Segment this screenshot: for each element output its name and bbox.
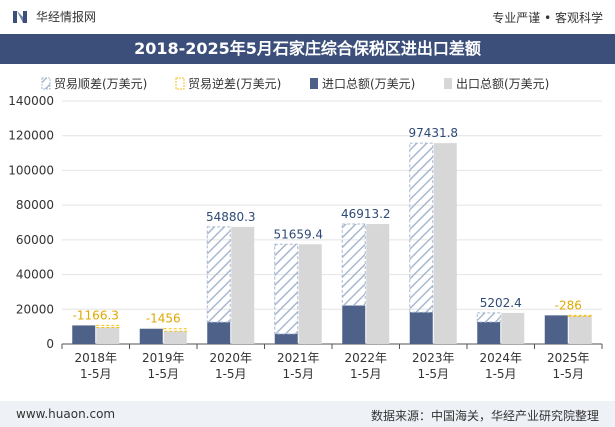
y-tick-label: 0	[46, 337, 54, 351]
x-tick-label: 2018年	[74, 351, 117, 365]
export-bar	[96, 327, 120, 344]
trade-surplus-bar	[341, 223, 366, 306]
legend: 贸易顺差(万美元) 贸易逆差(万美元) 进口总额(万美元) 出口总额(万美元)	[41, 76, 549, 91]
x-tick-label: 1-5月	[350, 367, 382, 381]
brand: 华经情报网	[12, 8, 96, 25]
legend-swatch-surplus	[41, 77, 51, 90]
trade-surplus-bar	[206, 226, 231, 323]
huajing-logo-icon	[13, 10, 27, 23]
footer: www.huaon.com 数据来源：中国海关，华经产业研究院整理	[0, 401, 615, 427]
legend-label: 贸易顺差(万美元)	[54, 77, 147, 91]
y-tick-label: 40000	[16, 268, 54, 282]
chart-area: 贸易顺差(万美元) 贸易逆差(万美元) 进口总额(万美元) 出口总额(万美元) 0 20…	[8, 76, 603, 381]
export-bar	[501, 312, 525, 344]
chart-title: 2018-2025年5月石家庄综合保税区进出口差额	[0, 34, 615, 64]
trade-surplus-bar	[409, 142, 434, 313]
x-tick-label: 1-5月	[552, 367, 584, 381]
x-tick-label: 2024年	[479, 351, 522, 365]
trade-surplus-bar	[476, 312, 501, 323]
brand-name: 华经情报网	[36, 10, 97, 24]
data-label: 51659.4	[273, 227, 323, 241]
y-tick-label: 140000	[8, 94, 54, 108]
import-bar	[274, 333, 298, 344]
import-bar	[409, 312, 433, 344]
x-tick-label: 2019年	[142, 351, 185, 365]
export-bar	[298, 244, 322, 344]
y-gridlines	[62, 100, 602, 345]
x-tick-label: 1-5月	[80, 367, 112, 381]
import-bar	[207, 322, 231, 344]
export-bar	[433, 143, 457, 344]
x-tick-label: 1-5月	[147, 367, 179, 381]
legend-swatch-import	[310, 78, 318, 89]
x-tick-label: 2020年	[209, 351, 252, 365]
y-tick-label: 80000	[16, 198, 54, 212]
trade-deficit-bar	[568, 314, 593, 317]
x-tick-label: 1-5月	[215, 367, 247, 381]
footer-url: www.huaon.com	[16, 407, 116, 421]
legend-swatch-deficit	[175, 77, 185, 90]
export-bar	[163, 331, 187, 344]
trade-deficit-bar	[95, 324, 120, 328]
data-label: -1166.3	[73, 308, 119, 322]
legend-label: 进口总额(万美元)	[322, 77, 415, 91]
data-label: 5202.4	[480, 296, 522, 310]
data-label: 46913.2	[341, 207, 391, 221]
export-bar	[231, 226, 255, 344]
data-label: -286	[555, 298, 582, 312]
x-axis: 2018年 1-5月 2019年 1-5月 2020年 1-5月 2021年 1-5月 2022…	[61, 344, 603, 381]
export-bar	[568, 315, 592, 344]
import-bar	[342, 305, 366, 344]
legend-label: 贸易逆差(万美元)	[188, 76, 281, 91]
x-tick-label: 1-5月	[485, 367, 517, 381]
y-tick-label: 60000	[16, 233, 54, 247]
x-tick-label: 2023年	[412, 351, 455, 365]
data-label: -1456	[146, 312, 181, 326]
legend-label: 出口总额(万美元)	[456, 77, 549, 91]
y-tick-label: 120000	[8, 129, 54, 143]
import-bar	[544, 315, 568, 344]
x-tick-label: 2025年	[547, 351, 590, 365]
import-bar	[477, 321, 501, 344]
trade-surplus-bar	[274, 243, 299, 335]
data-label: 54880.3	[206, 210, 256, 224]
y-tick-label: 100000	[8, 163, 54, 177]
legend-swatch-export	[444, 78, 452, 89]
data-label: 97431.8	[408, 126, 458, 140]
top-bar: 华经情报网 专业严谨 • 客观科学	[0, 0, 615, 34]
tagline: 专业严谨 • 客观科学	[492, 11, 603, 25]
x-tick-label: 1-5月	[417, 367, 449, 381]
footer-source: 数据来源：中国海关，华经产业研究院整理	[370, 409, 599, 423]
export-bar	[366, 224, 390, 344]
x-tick-label: 2022年	[344, 351, 387, 365]
bars: -1166.3 -1456 54880.3 51659.4 46913.2 97431.8…	[72, 126, 593, 344]
trade-deficit-bar	[163, 328, 188, 332]
x-tick-label: 2021年	[277, 351, 320, 365]
x-tick-label: 1-5月	[282, 367, 314, 381]
y-tick-label: 20000	[16, 302, 54, 316]
import-bar	[139, 328, 163, 344]
import-bar	[72, 325, 96, 344]
